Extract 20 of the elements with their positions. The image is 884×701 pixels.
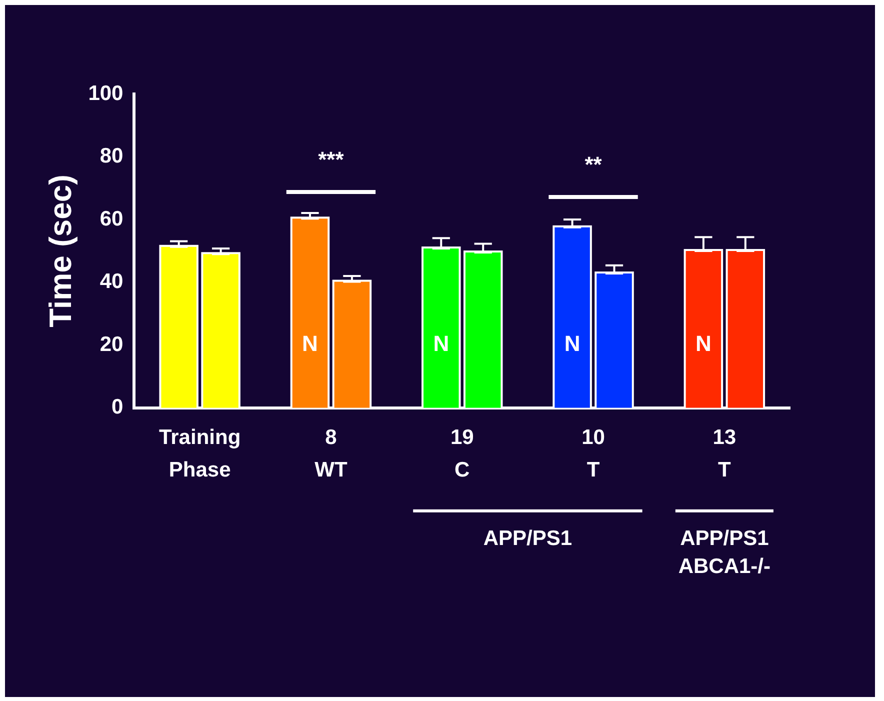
text: APP/PS1 xyxy=(483,527,572,550)
annotation: N xyxy=(433,331,450,356)
x-tick-label: 13 T xyxy=(712,426,736,482)
y-tick-label: 20 xyxy=(100,332,124,356)
y-tick-label: 100 xyxy=(88,82,124,105)
annotation: N xyxy=(564,331,580,356)
text: APP/PS1 ABCA1-/- xyxy=(678,527,771,578)
x-tick-label: 10 T xyxy=(582,426,605,482)
y-tick-label: 0 xyxy=(112,396,124,419)
y-tick-label: 60 xyxy=(100,207,124,230)
y-tick-label: 40 xyxy=(100,270,124,294)
y-tick-label: 80 xyxy=(100,144,124,168)
annotation: ** xyxy=(584,152,602,178)
x-tick-label: 8 WT xyxy=(314,426,348,482)
annotation: *** xyxy=(318,147,344,172)
x-tick-label: 19 C xyxy=(450,426,474,482)
x-tick-label: Training Phase xyxy=(158,426,241,482)
y-axis-title: Time (sec) xyxy=(43,174,78,328)
annotation: N xyxy=(302,331,318,356)
annotation: N xyxy=(695,331,712,356)
